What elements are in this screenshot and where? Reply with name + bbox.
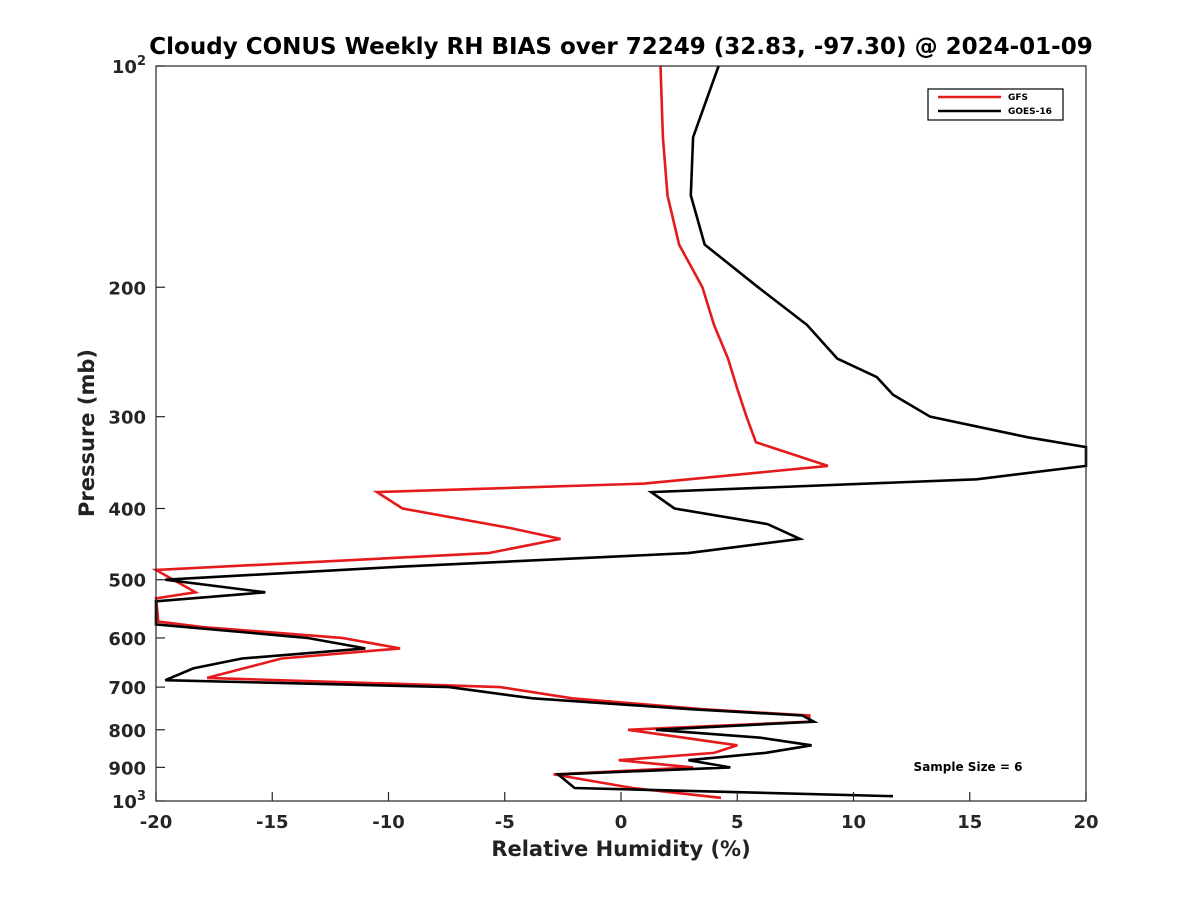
- x-tick-label: -5: [495, 812, 515, 833]
- legend: GFS GOES-16: [927, 88, 1064, 121]
- plot-lines: [151, 65, 1088, 800]
- y-tick-label: 300: [108, 408, 146, 429]
- series-line-gfs: [151, 65, 829, 800]
- y-tick-label: 900: [108, 758, 146, 779]
- y-tick-label: 700: [108, 678, 146, 699]
- x-tick-label: -20: [140, 812, 173, 833]
- sample-size-annotation: Sample Size = 6: [914, 760, 1023, 774]
- x-axis: -20 -15 -10 -5 0 5 10 15 20: [140, 792, 1099, 833]
- y-tick-label: 400: [108, 500, 146, 521]
- y-tick-label: 102: [112, 54, 146, 78]
- x-tick-label: 0: [615, 812, 628, 833]
- x-tick-label: 5: [731, 812, 744, 833]
- y-tick-label: 103: [112, 789, 146, 813]
- x-tick-label: -10: [372, 812, 405, 833]
- y-tick-label: 800: [108, 721, 146, 742]
- y-tick-label: 500: [108, 571, 146, 592]
- chart-title: Cloudy CONUS Weekly RH BIAS over 72249 (…: [149, 34, 1092, 60]
- x-tick-label: 10: [841, 812, 866, 833]
- y-axis: 102 200 300 400 500 600 700 800 900 103: [108, 54, 165, 813]
- legend-label-goes16: GOES-16: [1008, 107, 1052, 117]
- x-axis-label: Relative Humidity (%): [491, 837, 750, 861]
- x-tick-label: -15: [256, 812, 289, 833]
- x-tick-label: 15: [957, 812, 982, 833]
- legend-label-gfs: GFS: [1008, 93, 1028, 103]
- y-tick-label: 200: [108, 278, 146, 299]
- y-tick-label: 600: [108, 629, 146, 650]
- y-axis-label: Pressure (mb): [75, 349, 99, 517]
- series-line-goes16: [154, 65, 1088, 798]
- plot-frame: [155, 65, 1087, 802]
- legend-box: [927, 88, 1064, 121]
- x-tick-label: 20: [1073, 812, 1098, 833]
